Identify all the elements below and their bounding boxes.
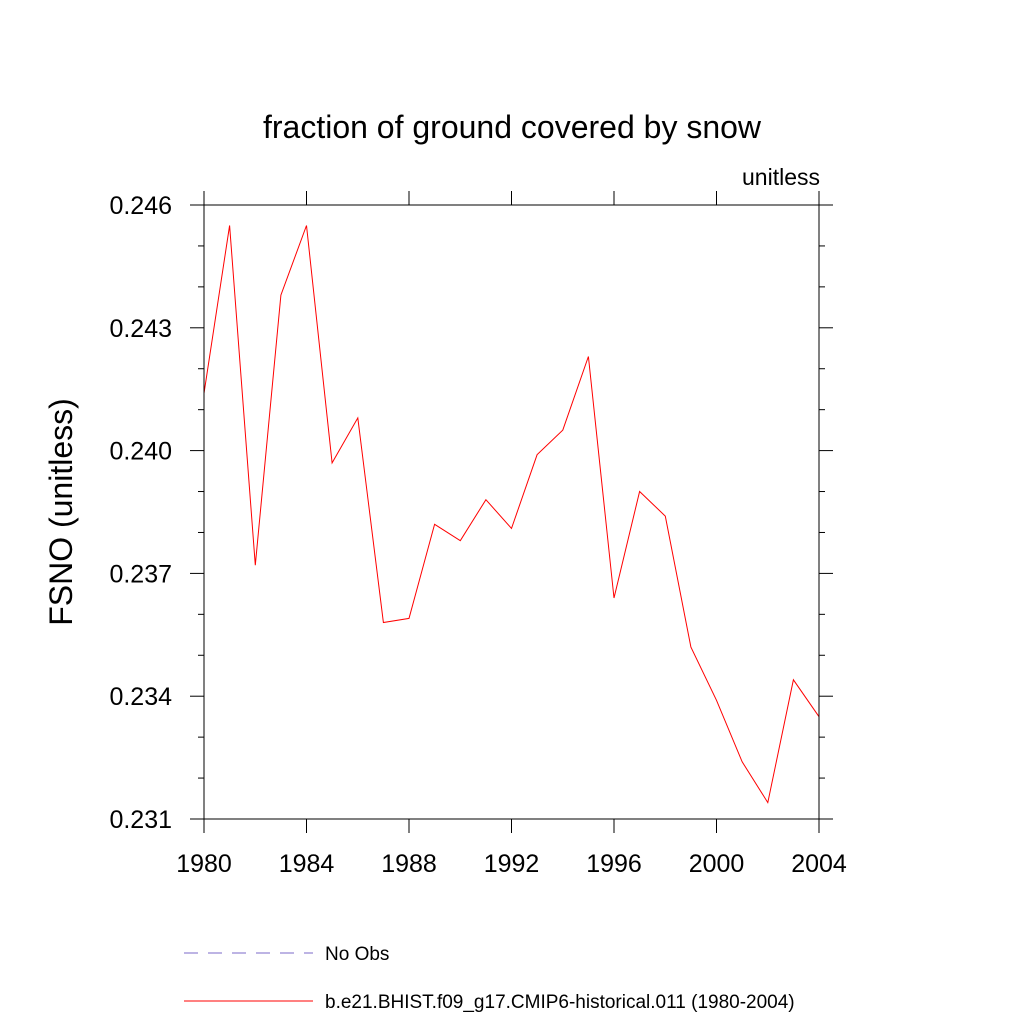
x-tick-label: 1988 [381,850,437,878]
y-tick-labels: 0.231 0.234 0.237 0.240 0.243 0.246 [109,192,172,834]
series-line-1 [203,225,820,804]
x-tick-label: 1996 [586,850,642,878]
plot-frame [203,204,820,820]
legend: No Obs b.e21.BHIST.f09_g17.CMIP6-histori… [184,944,795,1013]
units-label: unitless [742,164,820,190]
y-tick-label: 0.237 [109,560,172,588]
y-tick-label: 0.231 [109,806,172,834]
chart-title: fraction of ground covered by snow [263,109,762,145]
y-tick-label: 0.246 [109,192,172,220]
y-tick-label: 0.234 [109,683,172,711]
y-tick-label: 0.243 [109,315,172,343]
tick-marks [190,191,833,833]
plot-series [203,225,820,804]
legend-label-no-obs: No Obs [325,944,389,965]
x-tick-label: 2000 [689,850,745,878]
x-tick-labels: 1980 1984 1988 1992 1996 2000 2004 [176,850,847,878]
x-tick-label: 1992 [484,850,540,878]
y-axis-label: FSNO (unitless) [43,398,79,626]
x-tick-label: 1980 [176,850,232,878]
y-tick-label: 0.240 [109,438,172,466]
legend-label-model: b.e21.BHIST.f09_g17.CMIP6-historical.011… [325,992,795,1013]
x-tick-label: 2004 [791,850,847,878]
x-tick-label: 1984 [279,850,335,878]
